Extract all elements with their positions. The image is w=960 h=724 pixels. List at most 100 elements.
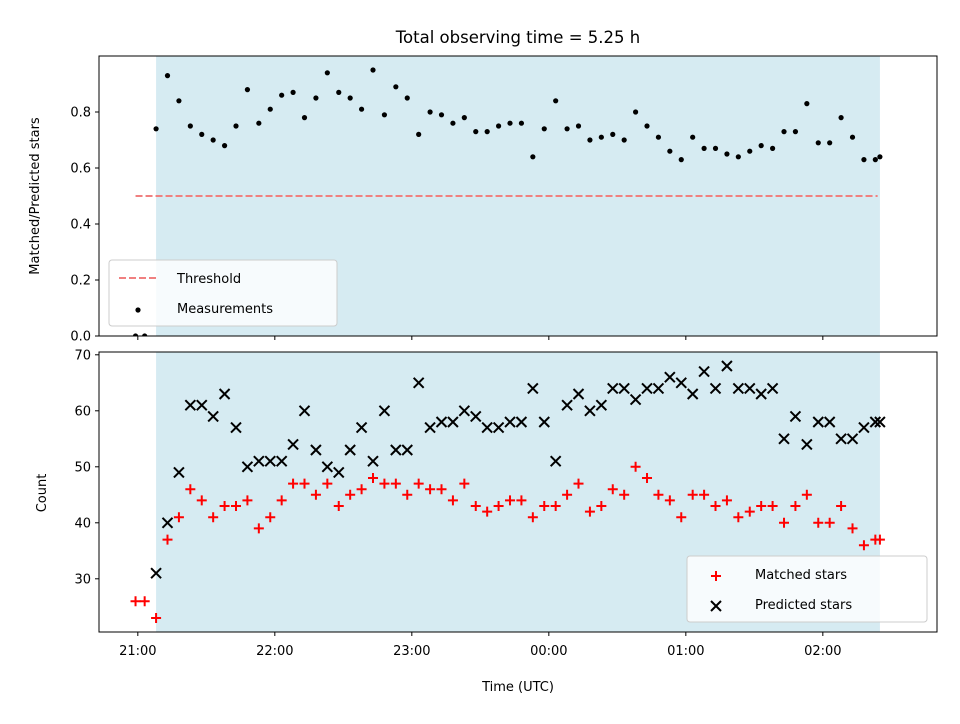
matched-stars-point [779,517,790,528]
matched-stars-point [836,501,847,511]
predicted-stars-point [618,382,630,395]
measurements-point [877,154,883,160]
measurements-point [804,101,810,107]
matched-stars-point [767,501,778,511]
x-tick-label: 00:00 [530,644,567,659]
predicted-stars-point [333,466,345,479]
measurements-point [132,333,139,336]
matched-stars-point [801,489,812,500]
predicted-stars-point [801,438,813,451]
measurements-point [861,157,867,163]
predicted-stars-point [744,382,756,395]
measurements-point [221,143,228,149]
measurements-point [336,89,342,95]
matched-stars-point [402,489,413,500]
matched-stars-point [653,489,664,500]
matched-stars-point [527,512,538,523]
predicted-stars-point [835,433,847,445]
predicted-stars-point [812,416,824,428]
count-y-tick-label: 70 [74,348,91,363]
matched-stars-point [596,501,607,511]
predicted-stars-point [527,382,539,395]
matched-stars-point [733,512,744,523]
matched-stars-point [368,473,379,483]
legend-label: Threshold [176,272,241,287]
measurements-point [530,154,536,160]
legend-label: Predicted stars [755,598,852,613]
predicted-stars-point [275,455,288,467]
matched-stars-point [790,501,801,511]
matched-stars-point [664,495,675,506]
predicted-stars-point [481,421,493,434]
measurements-point [758,143,764,149]
figure-title: Total observing time = 5.25 h [395,28,640,47]
matched-stars-point [345,489,356,500]
measurements-point [827,140,833,146]
predicted-stars-point [515,416,528,428]
ratio-plot-frame [98,55,938,337]
matched-stars-point [130,596,141,607]
predicted-stars-point [310,444,322,456]
matched-stars-point [231,501,242,511]
matched-stars-point [459,478,470,489]
matched-stars-point [813,517,824,528]
measurements-point [712,145,719,151]
measurements-point [564,126,570,132]
ratio-panel: 0.0 0.2 0.4 0.6 0.8 Threshold Measurements [70,55,938,345]
matched-stars-point [493,501,504,511]
matched-stars-point [162,534,173,545]
matched-stars-point [721,495,732,506]
measurements-point [838,115,844,121]
ratio-legend: Threshold Measurements [108,259,338,327]
predicted-stars-point [367,455,379,467]
matched-stars-point [413,478,424,489]
predicted-stars-point [766,382,779,395]
measurements-point [153,126,159,132]
measurements-point [644,123,650,129]
predicted-stars-point [287,438,299,451]
measurements-point [632,109,639,115]
ratio-y-tick-label: 0.4 [70,218,91,233]
matched-stars-point [310,489,321,500]
measurements-point [358,106,365,112]
predicted-stars-point [344,444,356,456]
matched-stars-point [584,506,595,517]
matched-stars-point [676,512,687,523]
matched-stars-point [824,517,835,528]
legend-swatch [711,571,721,581]
predicted-stars-point [504,416,516,428]
ratio-y-tick-label: 0.2 [70,274,91,289]
matched-stars-point [390,478,401,489]
predicted-stars-point [447,416,459,428]
matched-stars-point [630,461,641,472]
legend-swatch [135,307,141,313]
matched-stars-point [550,501,561,511]
measurements-point [553,98,559,104]
predicted-stars-point [435,416,448,428]
ratio-y-axis-label: Matched/Predicted stars [28,117,43,275]
matched-stars-point [173,512,184,523]
predicted-stars-point [686,388,699,400]
measurements-point [792,129,799,135]
measurements-point [507,120,513,126]
x-tick-label: 02:00 [804,644,841,659]
x-tick-label: 01:00 [667,644,704,659]
x-tick-label: 23:00 [393,644,430,659]
predicted-stars-point [664,371,676,383]
predicted-stars-point [241,461,254,473]
measurements-point [142,333,148,336]
measurements-point [495,123,502,129]
ratio-y-tick-label: 0.0 [70,330,91,345]
measurements-point [187,123,193,129]
predicted-stars-point [869,416,882,428]
count-y-axis-label: Count [35,474,50,513]
matched-stars-point [196,495,207,506]
x-tick-label: 21:00 [119,644,156,659]
measurements-point [610,131,616,137]
count-plot-frame [98,351,938,633]
predicted-stars-point [629,393,642,406]
matched-stars-point [756,501,767,511]
measurements-point [747,148,753,154]
matched-stars-point [139,596,150,607]
matched-stars-point [699,489,710,500]
